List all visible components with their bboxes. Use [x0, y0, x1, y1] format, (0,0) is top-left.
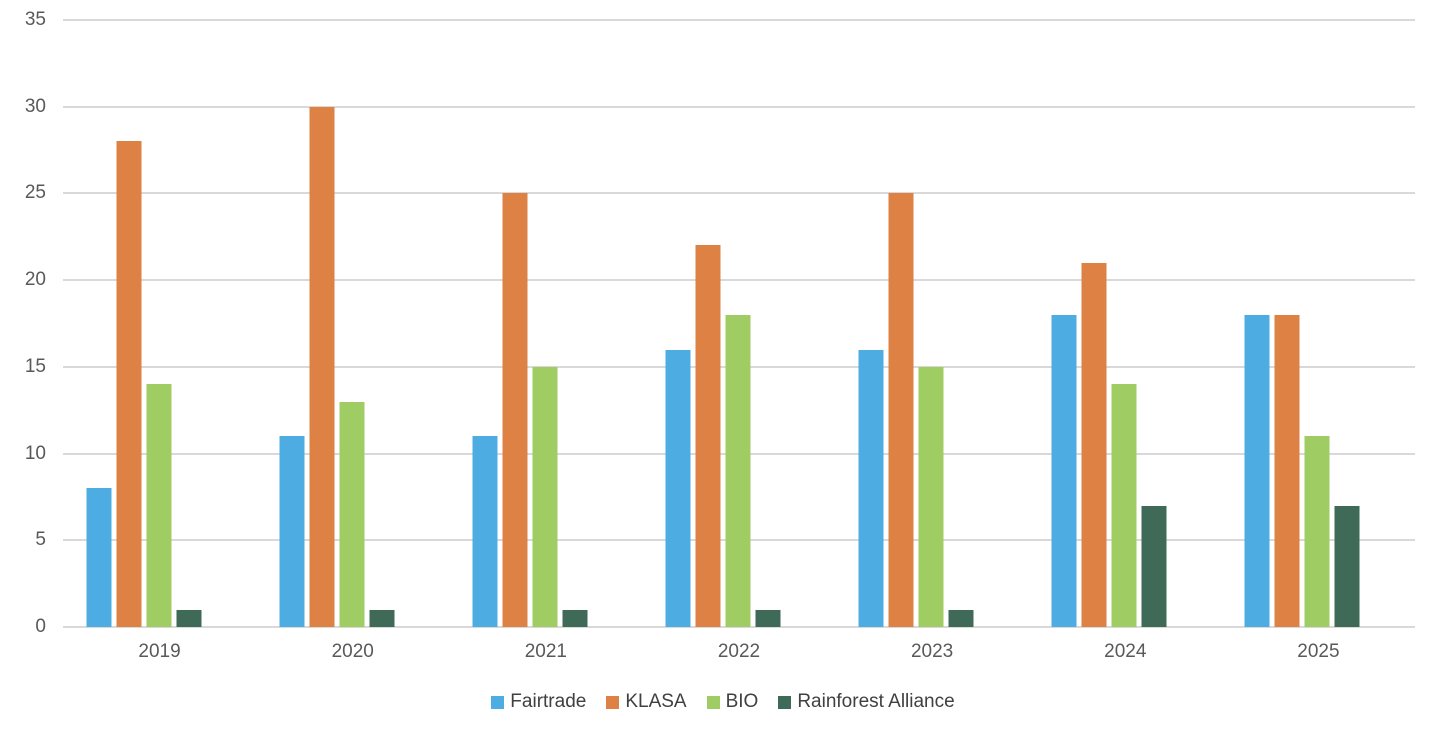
bar-klasa-2020 — [309, 106, 335, 627]
bar-fairtrade-2019 — [86, 488, 112, 627]
y-axis-tick-label: 20 — [24, 269, 46, 290]
bar-fairtrade-2025 — [1244, 314, 1270, 627]
bar-fairtrade-2023 — [858, 349, 884, 627]
legend-item-rainforest-alliance: Rainforest Alliance — [778, 691, 955, 713]
x-axis: 2019 2020 2021 2022 2023 2024 2025 — [63, 641, 1415, 663]
legend-label: KLASA — [625, 691, 687, 712]
bar-group-2019 — [63, 20, 256, 627]
bar-bio-2023 — [918, 366, 944, 627]
legend-label: BIO — [725, 691, 759, 712]
x-axis-label-2021: 2021 — [524, 641, 567, 662]
bar-klasa-2021 — [502, 193, 528, 627]
bar-klasa-2024 — [1081, 262, 1107, 627]
bar-row — [665, 20, 781, 627]
legend-marker-icon — [706, 695, 720, 709]
y-axis-tick-label: 10 — [24, 443, 46, 464]
legend: Fairtrade KLASA BIO Rainforest Alliance — [0, 691, 1446, 713]
bar-rainforest-alliance-2023 — [948, 609, 974, 627]
gridline — [63, 626, 1415, 628]
legend-marker-icon — [778, 695, 792, 709]
y-axis-tick-label: 0 — [35, 616, 46, 637]
bar-bio-2020 — [339, 401, 365, 627]
legend-marker-icon — [491, 695, 505, 709]
bar-group-2024 — [1029, 20, 1222, 627]
y-axis-tick-label: 15 — [24, 356, 46, 377]
bar-row — [1244, 20, 1360, 627]
bar-bio-2024 — [1111, 384, 1137, 627]
bar-bio-2019 — [146, 384, 172, 627]
bar-klasa-2025 — [1274, 314, 1300, 627]
legend-label: Fairtrade — [510, 691, 587, 712]
bar-fairtrade-2021 — [472, 436, 498, 627]
legend-item-fairtrade: Fairtrade — [491, 691, 586, 713]
bar-fairtrade-2024 — [1051, 314, 1077, 627]
plot-area — [63, 19, 1415, 628]
bar-row — [472, 20, 588, 627]
x-axis-label-2024: 2024 — [1104, 641, 1147, 662]
bar-rainforest-alliance-2021 — [562, 609, 588, 627]
bar-bio-2021 — [532, 366, 558, 627]
bar-fairtrade-2022 — [665, 349, 691, 627]
y-axis: 35 30 25 20 15 10 5 0 — [0, 0, 46, 738]
y-axis-tick-label: 35 — [24, 9, 46, 30]
y-axis-tick-label: 5 — [35, 529, 46, 550]
x-axis-label-2023: 2023 — [910, 641, 954, 662]
bar-group-2022 — [642, 20, 835, 627]
x-axis-label-2020: 2020 — [331, 641, 374, 662]
bar-group-2021 — [449, 20, 642, 627]
x-axis-label-2019: 2019 — [138, 641, 181, 662]
gridline — [63, 192, 1415, 194]
x-axis-label-2022: 2022 — [717, 641, 761, 662]
bar-fairtrade-2020 — [279, 436, 305, 627]
bar-bio-2025 — [1304, 436, 1330, 627]
bar-rainforest-alliance-2022 — [755, 609, 781, 627]
bar-row — [858, 20, 974, 627]
bar-rainforest-alliance-2024 — [1141, 505, 1167, 627]
bar-klasa-2023 — [888, 193, 914, 627]
bar-bio-2022 — [725, 314, 751, 627]
bar-rainforest-alliance-2019 — [176, 609, 202, 627]
bar-klasa-2019 — [116, 141, 142, 627]
legend-item-klasa: KLASA — [606, 691, 687, 713]
legend-label: Rainforest Alliance — [797, 691, 955, 712]
y-axis-tick-label: 30 — [24, 96, 46, 117]
bar-row — [86, 20, 202, 627]
bar-klasa-2022 — [695, 245, 721, 627]
bar-group-2020 — [256, 20, 449, 627]
x-axis-label-2025: 2025 — [1297, 641, 1340, 662]
legend-marker-icon — [606, 695, 620, 709]
gridline — [63, 279, 1415, 281]
gridline — [63, 19, 1415, 21]
y-axis-tick-label: 25 — [24, 182, 46, 203]
bar-group-2025 — [1222, 20, 1415, 627]
legend-item-bio: BIO — [706, 691, 759, 713]
bar-groups — [63, 20, 1415, 627]
gridline — [63, 106, 1415, 108]
bar-rainforest-alliance-2020 — [369, 609, 395, 627]
bar-group-2023 — [836, 20, 1029, 627]
bar-rainforest-alliance-2025 — [1334, 505, 1360, 627]
bar-row — [279, 20, 395, 627]
bar-row — [1051, 20, 1167, 627]
